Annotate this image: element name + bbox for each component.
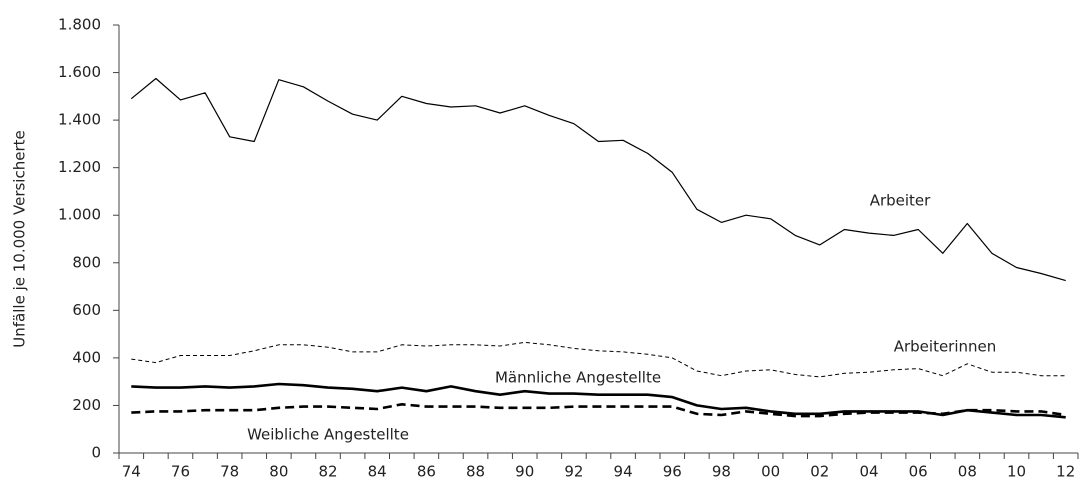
x-tick-label: 76 <box>171 463 190 481</box>
y-tick-label: 400 <box>72 348 101 366</box>
y-tick-label: 200 <box>72 396 101 414</box>
y-tick-label: 1.000 <box>58 206 101 224</box>
y-tick-label: 0 <box>91 444 101 462</box>
x-tick-label: 82 <box>318 463 337 481</box>
x-tick-label: 06 <box>909 463 928 481</box>
y-axis-label: Unfälle je 10.000 Versicherte <box>11 130 29 347</box>
series-label: Männliche Angestellte <box>495 369 661 387</box>
x-tick-label: 04 <box>859 463 878 481</box>
x-tick-label: 10 <box>1007 463 1026 481</box>
y-tick-label: 1.600 <box>58 63 101 81</box>
y-tick-label: 1.400 <box>58 111 101 129</box>
series-label: Arbeiter <box>870 192 931 210</box>
x-tick-label: 96 <box>663 463 682 481</box>
x-tick-label: 00 <box>761 463 780 481</box>
x-tick-label: 84 <box>368 463 387 481</box>
x-tick-label: 94 <box>614 463 633 481</box>
y-tick-label: 800 <box>72 253 101 271</box>
y-tick-label: 600 <box>72 301 101 319</box>
y-tick-label: 1.200 <box>58 158 101 176</box>
series-line <box>131 403 1066 418</box>
series-line <box>131 382 1066 419</box>
x-tick-label: 78 <box>220 463 239 481</box>
series-label: Arbeiterinnen <box>894 338 997 356</box>
series-line <box>131 341 1066 378</box>
x-tick-label: 08 <box>958 463 977 481</box>
x-tick-label: 86 <box>417 463 436 481</box>
x-tick-label: 98 <box>712 463 731 481</box>
x-tick-label: 80 <box>269 463 288 481</box>
series-line <box>130 77 1066 282</box>
y-tick-label: 1.800 <box>58 16 101 34</box>
x-tick-label: 02 <box>810 463 829 481</box>
x-tick-label: 92 <box>564 463 583 481</box>
x-tick-label: 12 <box>1056 463 1075 481</box>
series-label: Weibliche Angestellte <box>247 426 409 444</box>
x-tick-label: 74 <box>122 463 141 481</box>
x-tick-label: 88 <box>466 463 485 481</box>
x-tick-label: 90 <box>515 463 534 481</box>
